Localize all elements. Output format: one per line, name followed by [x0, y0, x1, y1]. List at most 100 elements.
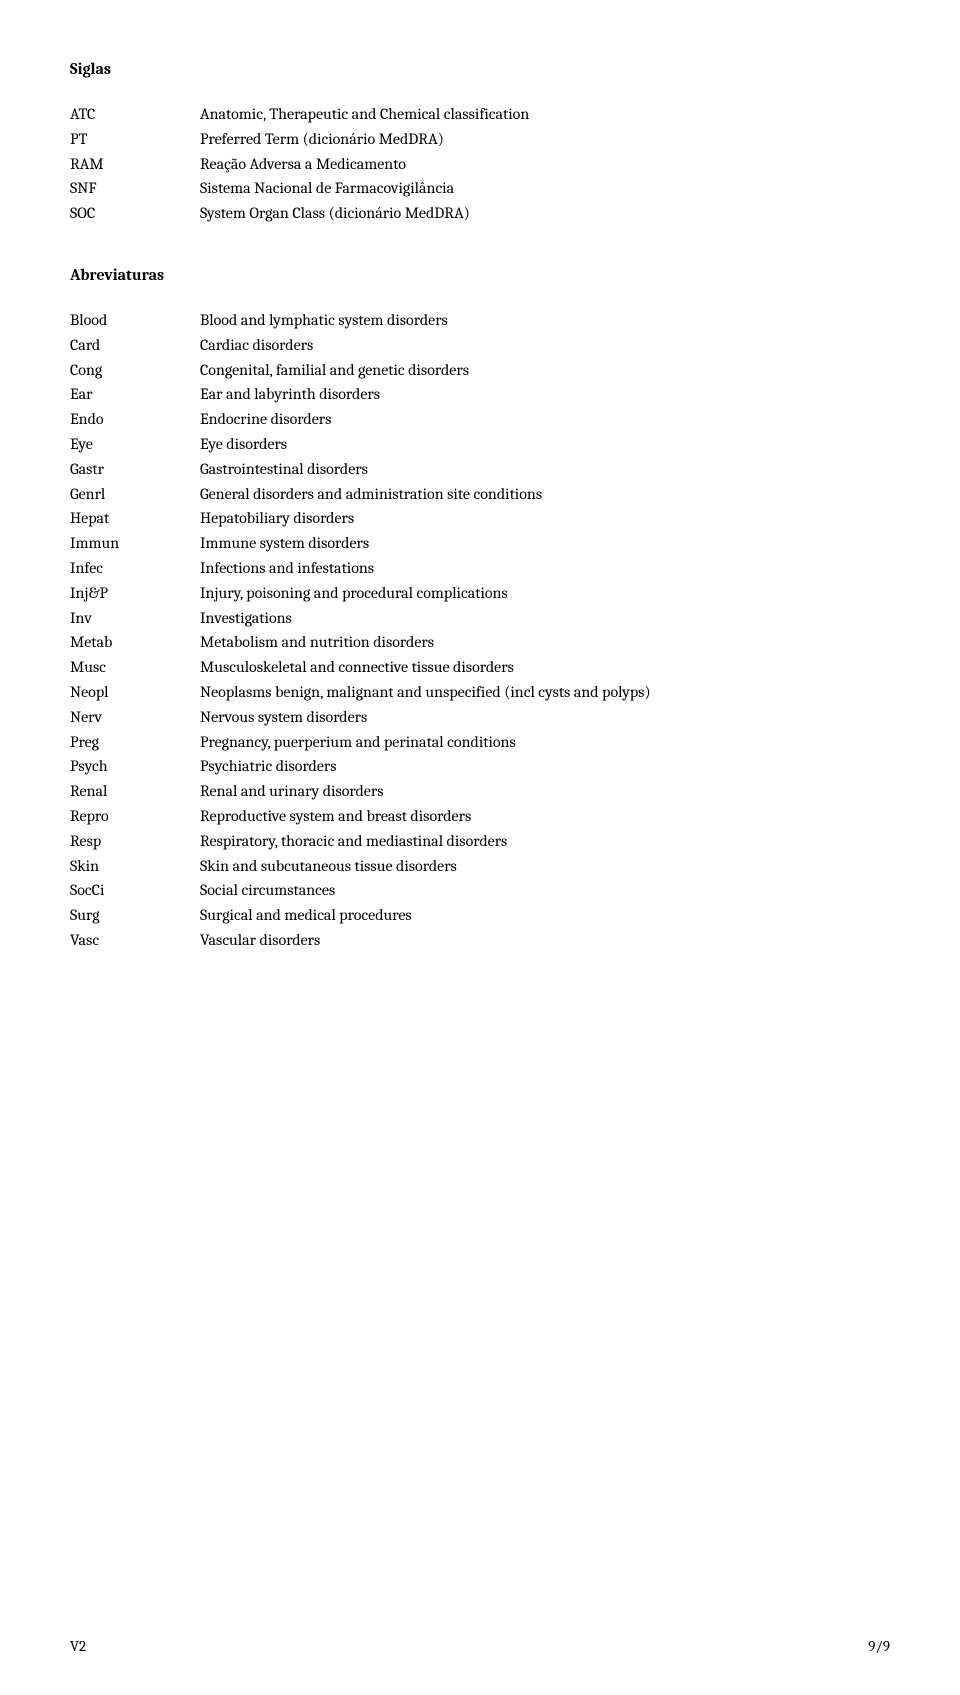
def-desc: System Organ Class (dicionário MedDRA): [200, 201, 890, 226]
def-row: Metab Metabolism and nutrition disorders: [70, 630, 890, 655]
def-desc: Vascular disorders: [200, 928, 890, 953]
def-row: Cong Congenital, familial and genetic di…: [70, 358, 890, 383]
def-term: Genrl: [70, 482, 200, 507]
def-row: Musc Musculoskeletal and connective tiss…: [70, 655, 890, 680]
def-desc: Gastrointestinal disorders: [200, 457, 890, 482]
def-desc: Cardiac disorders: [200, 333, 890, 358]
def-term: Immun: [70, 531, 200, 556]
def-desc: Preferred Term (dicionário MedDRA): [200, 127, 890, 152]
def-term: Repro: [70, 804, 200, 829]
def-term: RAM: [70, 152, 200, 177]
def-term: Card: [70, 333, 200, 358]
def-term: Inv: [70, 606, 200, 631]
def-desc: Eye disorders: [200, 432, 890, 457]
def-desc: Sistema Nacional de Farmacovigilância: [200, 176, 890, 201]
abreviaturas-heading: Abreviaturas: [70, 266, 890, 284]
def-row: Resp Respiratory, thoracic and mediastin…: [70, 829, 890, 854]
def-desc: Investigations: [200, 606, 890, 631]
def-desc: Social circumstances: [200, 878, 890, 903]
def-desc: Endocrine disorders: [200, 407, 890, 432]
def-row: PT Preferred Term (dicionário MedDRA): [70, 127, 890, 152]
footer-page-number: 9/9: [868, 1637, 890, 1655]
def-term: Inj&P: [70, 581, 200, 606]
def-row: Inj&P Injury, poisoning and procedural c…: [70, 581, 890, 606]
def-term: Musc: [70, 655, 200, 680]
def-desc: Congenital, familial and genetic disorde…: [200, 358, 890, 383]
def-desc: Blood and lymphatic system disorders: [200, 308, 890, 333]
def-desc: Reação Adversa a Medicamento: [200, 152, 890, 177]
def-desc: Psychiatric disorders: [200, 754, 890, 779]
def-desc: Skin and subcutaneous tissue disorders: [200, 854, 890, 879]
def-desc: General disorders and administration sit…: [200, 482, 890, 507]
def-row: Eye Eye disorders: [70, 432, 890, 457]
def-term: Hepat: [70, 506, 200, 531]
def-row: Hepat Hepatobiliary disorders: [70, 506, 890, 531]
def-desc: Immune system disorders: [200, 531, 890, 556]
def-desc: Metabolism and nutrition disorders: [200, 630, 890, 655]
def-term: SOC: [70, 201, 200, 226]
footer-version: V2: [70, 1637, 86, 1655]
def-term: Neopl: [70, 680, 200, 705]
def-row: Surg Surgical and medical procedures: [70, 903, 890, 928]
def-desc: Renal and urinary disorders: [200, 779, 890, 804]
def-row: ATC Anatomic, Therapeutic and Chemical c…: [70, 102, 890, 127]
def-desc: Injury, poisoning and procedural complic…: [200, 581, 890, 606]
def-term: Eye: [70, 432, 200, 457]
def-row: SocCi Social circumstances: [70, 878, 890, 903]
def-desc: Ear and labyrinth disorders: [200, 382, 890, 407]
def-row: RAM Reação Adversa a Medicamento: [70, 152, 890, 177]
def-term: Resp: [70, 829, 200, 854]
def-desc: Musculoskeletal and connective tissue di…: [200, 655, 890, 680]
siglas-heading: Siglas: [70, 60, 890, 78]
def-row: SOC System Organ Class (dicionário MedDR…: [70, 201, 890, 226]
def-term: Surg: [70, 903, 200, 928]
def-desc: Anatomic, Therapeutic and Chemical class…: [200, 102, 890, 127]
def-row: Endo Endocrine disorders: [70, 407, 890, 432]
def-row: Skin Skin and subcutaneous tissue disord…: [70, 854, 890, 879]
def-term: Infec: [70, 556, 200, 581]
def-term: Psych: [70, 754, 200, 779]
def-term: PT: [70, 127, 200, 152]
def-term: SocCi: [70, 878, 200, 903]
def-term: Skin: [70, 854, 200, 879]
def-desc: Hepatobiliary disorders: [200, 506, 890, 531]
def-row: Immun Immune system disorders: [70, 531, 890, 556]
def-row: Neopl Neoplasms benign, malignant and un…: [70, 680, 890, 705]
def-row: Card Cardiac disorders: [70, 333, 890, 358]
def-desc: Nervous system disorders: [200, 705, 890, 730]
def-term: Ear: [70, 382, 200, 407]
def-term: Renal: [70, 779, 200, 804]
def-desc: Surgical and medical procedures: [200, 903, 890, 928]
def-term: Gastr: [70, 457, 200, 482]
def-row: SNF Sistema Nacional de Farmacovigilânci…: [70, 176, 890, 201]
def-row: Blood Blood and lymphatic system disorde…: [70, 308, 890, 333]
def-row: Preg Pregnancy, puerperium and perinatal…: [70, 730, 890, 755]
def-row: Nerv Nervous system disorders: [70, 705, 890, 730]
def-term: Endo: [70, 407, 200, 432]
def-term: Nerv: [70, 705, 200, 730]
def-row: Psych Psychiatric disorders: [70, 754, 890, 779]
def-term: Vasc: [70, 928, 200, 953]
def-row: Renal Renal and urinary disorders: [70, 779, 890, 804]
def-term: ATC: [70, 102, 200, 127]
def-row: Gastr Gastrointestinal disorders: [70, 457, 890, 482]
def-term: Cong: [70, 358, 200, 383]
def-term: Blood: [70, 308, 200, 333]
def-row: Vasc Vascular disorders: [70, 928, 890, 953]
abreviaturas-list: Blood Blood and lymphatic system disorde…: [70, 308, 890, 953]
def-desc: Respiratory, thoracic and mediastinal di…: [200, 829, 890, 854]
def-desc: Pregnancy, puerperium and perinatal cond…: [200, 730, 890, 755]
def-term: SNF: [70, 176, 200, 201]
def-term: Metab: [70, 630, 200, 655]
def-row: Genrl General disorders and administrati…: [70, 482, 890, 507]
def-row: Infec Infections and infestations: [70, 556, 890, 581]
def-term: Preg: [70, 730, 200, 755]
siglas-list: ATC Anatomic, Therapeutic and Chemical c…: [70, 102, 890, 226]
def-row: Inv Investigations: [70, 606, 890, 631]
def-desc: Neoplasms benign, malignant and unspecif…: [200, 680, 890, 705]
page-footer: V2 9/9: [70, 1637, 890, 1655]
def-desc: Infections and infestations: [200, 556, 890, 581]
def-row: Ear Ear and labyrinth disorders: [70, 382, 890, 407]
def-desc: Reproductive system and breast disorders: [200, 804, 890, 829]
def-row: Repro Reproductive system and breast dis…: [70, 804, 890, 829]
